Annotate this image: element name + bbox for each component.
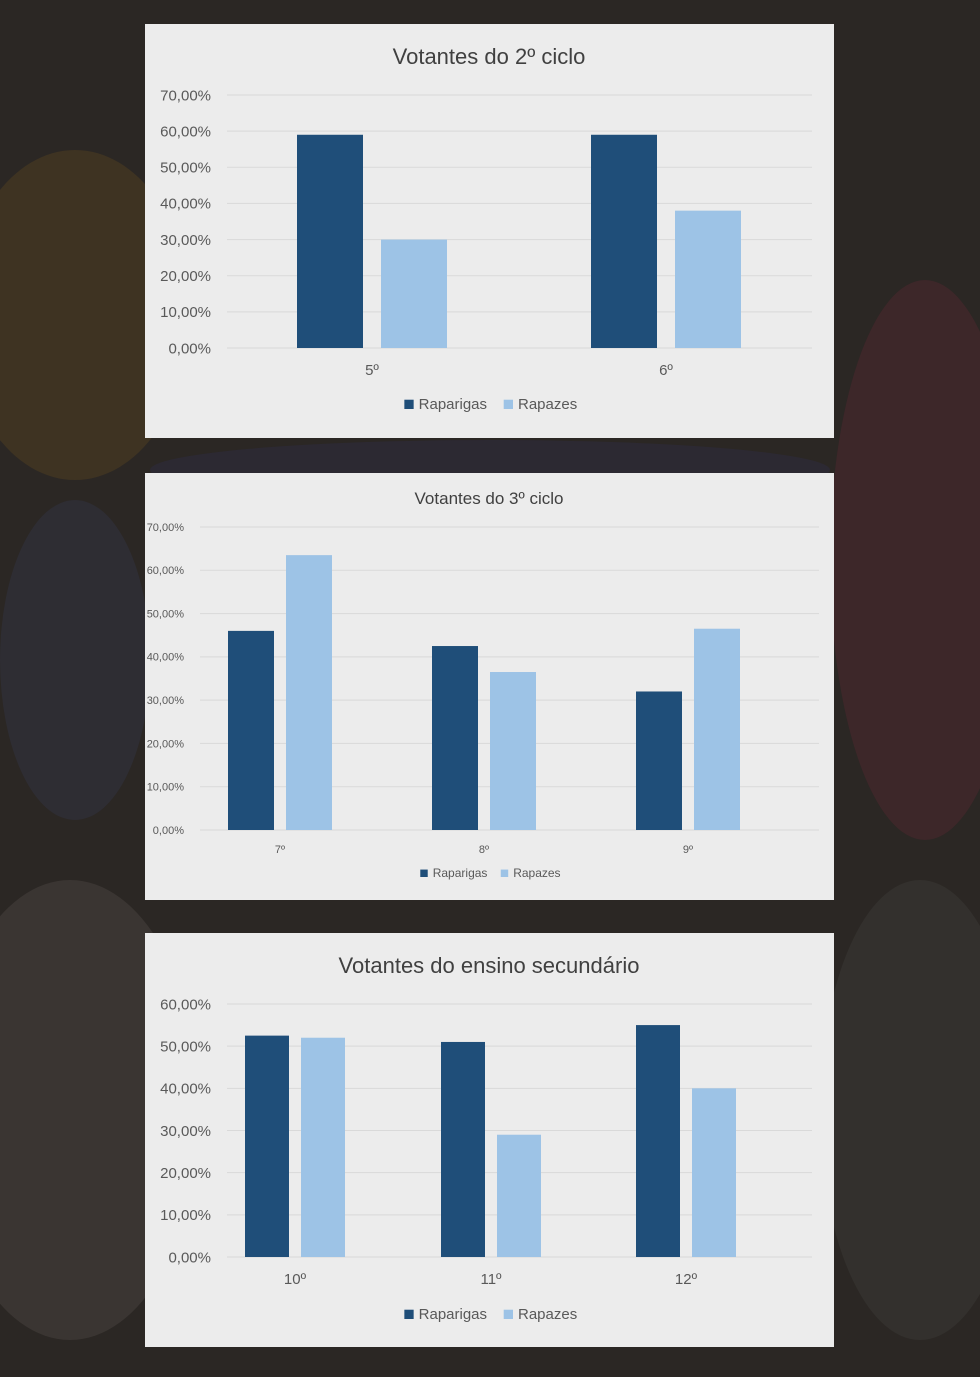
x-tick-label: 10º bbox=[284, 1271, 307, 1288]
y-tick-label: 40,00% bbox=[160, 1081, 211, 1098]
bar-rapazes-0 bbox=[381, 239, 447, 348]
y-tick-label: 70,00% bbox=[147, 522, 185, 534]
y-tick-label: 40,00% bbox=[147, 652, 185, 664]
x-tick-label: 8º bbox=[479, 844, 489, 856]
bar-raparigas-0 bbox=[297, 134, 363, 348]
chart-panel-3-ciclo: Votantes do 3º ciclo 0,00% 10,00% 20,00% 30… bbox=[145, 473, 834, 900]
legend-swatch-rapazes bbox=[503, 399, 513, 409]
x-tick-label: 11º bbox=[480, 1271, 502, 1288]
legend-label-raparigas: Raparigas bbox=[419, 1306, 487, 1323]
chart-title: Votantes do ensino secundário bbox=[339, 953, 640, 978]
chart-panel-secundario: Votantes do ensino secundário 0,00% 10,00… bbox=[145, 933, 834, 1347]
bar-rapazes-2 bbox=[694, 628, 740, 830]
y-tick-label: 50,00% bbox=[160, 160, 211, 177]
legend-label-raparigas: Raparigas bbox=[433, 866, 488, 880]
y-tick-label: 60,00% bbox=[160, 123, 211, 140]
x-tick-label: 9º bbox=[683, 844, 693, 856]
legend-swatch-rapazes bbox=[503, 1309, 513, 1319]
bar-raparigas-1 bbox=[441, 1041, 485, 1257]
legend-swatch-rapazes bbox=[500, 869, 509, 877]
legend-swatch-raparigas bbox=[404, 399, 414, 409]
y-tick-label: 60,00% bbox=[160, 996, 211, 1013]
x-tick-label: 7º bbox=[275, 844, 285, 856]
bar-rapazes-2 bbox=[692, 1088, 736, 1257]
y-tick-label: 50,00% bbox=[160, 1038, 211, 1055]
legend-label-raparigas: Raparigas bbox=[419, 396, 487, 413]
y-tick-label: 50,00% bbox=[147, 608, 185, 620]
y-tick-label: 20,00% bbox=[160, 268, 211, 285]
y-tick-label: 20,00% bbox=[147, 738, 185, 750]
legend-label-rapazes: Rapazes bbox=[518, 396, 577, 413]
y-tick-label: 60,00% bbox=[147, 565, 185, 577]
bar-raparigas-1 bbox=[432, 646, 478, 830]
x-tick-label: 5º bbox=[365, 362, 379, 379]
x-tick-label: 12º bbox=[675, 1271, 698, 1288]
y-tick-label: 30,00% bbox=[160, 232, 211, 249]
x-tick-label: 6º bbox=[659, 362, 673, 379]
bar-raparigas-2 bbox=[636, 1025, 680, 1257]
chart-title: Votantes do 2º ciclo bbox=[393, 44, 586, 69]
y-tick-label: 20,00% bbox=[160, 1165, 211, 1182]
chart-panel-2-ciclo: Votantes do 2º ciclo 0,00% 10,00% 20,00% 30… bbox=[145, 24, 834, 438]
y-tick-label: 10,00% bbox=[160, 1207, 211, 1224]
legend-label-rapazes: Rapazes bbox=[518, 1306, 577, 1323]
y-tick-label: 0,00% bbox=[153, 825, 184, 837]
bar-rapazes-0 bbox=[286, 555, 332, 830]
chart-secundario: Votantes do ensino secundário 0,00% 10,00… bbox=[160, 953, 812, 1323]
legend-label-rapazes: Rapazes bbox=[513, 866, 560, 880]
chart-2-ciclo: Votantes do 2º ciclo 0,00% 10,00% 20,00% 30… bbox=[160, 44, 812, 413]
y-tick-label: 70,00% bbox=[160, 87, 211, 104]
bar-rapazes-1 bbox=[490, 672, 536, 830]
chart-title: Votantes do 3º ciclo bbox=[415, 489, 564, 508]
legend-swatch-raparigas bbox=[420, 869, 428, 877]
bar-raparigas-0 bbox=[245, 1035, 289, 1257]
bar-raparigas-2 bbox=[636, 691, 682, 830]
bar-rapazes-0 bbox=[301, 1037, 345, 1257]
y-tick-label: 0,00% bbox=[168, 340, 211, 357]
legend-swatch-raparigas bbox=[404, 1309, 414, 1319]
y-tick-label: 10,00% bbox=[160, 304, 211, 321]
y-tick-label: 0,00% bbox=[168, 1249, 211, 1266]
bar-raparigas-1 bbox=[591, 134, 657, 348]
bar-rapazes-1 bbox=[675, 210, 741, 348]
y-tick-label: 10,00% bbox=[147, 782, 185, 794]
chart-3-ciclo: Votantes do 3º ciclo 0,00% 10,00% 20,00% 30… bbox=[147, 489, 819, 880]
y-tick-label: 30,00% bbox=[160, 1123, 211, 1140]
y-tick-label: 40,00% bbox=[160, 196, 211, 213]
bar-rapazes-1 bbox=[497, 1134, 541, 1257]
bar-raparigas-0 bbox=[228, 630, 274, 830]
y-tick-label: 30,00% bbox=[147, 695, 185, 707]
